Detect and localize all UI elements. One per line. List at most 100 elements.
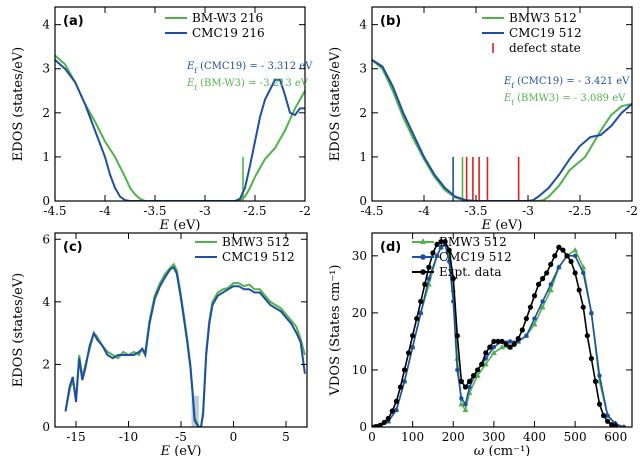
series-line xyxy=(372,59,632,201)
plot-frame xyxy=(54,6,306,202)
x-tick-label: 0 xyxy=(368,430,376,444)
x-tick-label: -4.5 xyxy=(43,204,66,218)
x-tick-label: -5 xyxy=(175,430,187,444)
y-tick-label: 2 xyxy=(359,106,367,120)
data-point xyxy=(548,261,554,267)
fermi-annotation: Ef (BMW3) = - 3.089 eV xyxy=(503,93,626,107)
x-tick-label: 100 xyxy=(401,430,424,444)
data-point xyxy=(572,253,578,259)
panel-a: -4.5 -4 -3.5 -3 -2.5 -2 0 1 2 3 4 E (eV) EDOS (state… xyxy=(11,6,313,233)
data-point xyxy=(605,413,610,418)
data-point xyxy=(490,349,497,356)
legend-label: defect state xyxy=(509,41,581,55)
data-point xyxy=(405,350,412,356)
y-tick-label: 10 xyxy=(352,363,367,377)
legend-marker xyxy=(420,254,426,260)
data-point xyxy=(564,253,570,259)
x-tick-label: -3 xyxy=(199,204,211,218)
y-tick-label: 4 xyxy=(42,18,50,32)
x-tick-label: 0 xyxy=(230,430,238,444)
data-point xyxy=(609,422,615,427)
data-point xyxy=(552,253,558,259)
y-tick-label: 4 xyxy=(42,295,50,309)
series-line xyxy=(64,266,306,427)
y-tick-label: 2 xyxy=(42,357,50,371)
data-point xyxy=(389,408,395,414)
data-point xyxy=(463,401,468,407)
legend-label: BMW3 512 xyxy=(509,11,577,25)
data-point xyxy=(515,335,521,342)
data-point xyxy=(491,338,497,345)
data-point xyxy=(495,338,501,345)
data-point xyxy=(418,310,423,316)
data-point xyxy=(418,298,424,305)
data-point xyxy=(581,270,586,276)
data-point xyxy=(499,338,505,345)
x-tick-label: -3.5 xyxy=(143,204,166,218)
data-point xyxy=(467,384,472,390)
y-tick-label: 2 xyxy=(42,106,50,120)
series-line xyxy=(372,59,632,201)
x-axis-label: E (eV) xyxy=(481,218,523,233)
x-tick-label: -3 xyxy=(522,204,534,218)
data-point xyxy=(539,304,546,310)
data-point xyxy=(462,406,469,413)
legend-label: CMC19 512 xyxy=(509,26,582,40)
y-tick-label: 0 xyxy=(42,420,50,434)
data-point xyxy=(584,333,590,339)
data-point xyxy=(479,361,485,367)
data-point xyxy=(450,276,456,282)
legend-marker xyxy=(420,238,426,244)
data-point xyxy=(438,245,444,250)
data-point xyxy=(414,315,420,322)
data-point xyxy=(462,384,469,390)
x-tick-label: -2 xyxy=(626,204,638,218)
data-point xyxy=(470,373,477,379)
data-point xyxy=(556,265,562,270)
x-tick-label: -2 xyxy=(299,204,311,218)
data-point xyxy=(535,281,542,287)
data-point xyxy=(531,321,538,327)
data-point xyxy=(596,401,603,407)
data-point xyxy=(556,244,562,250)
data-point xyxy=(474,372,481,378)
data-point xyxy=(454,333,460,339)
x-tick-label: -15 xyxy=(66,430,85,444)
x-tick-label: -4.5 xyxy=(360,204,383,218)
legend-label: CMC19 512 xyxy=(222,250,295,264)
y-tick-label: 6 xyxy=(42,232,50,246)
panel-label: (c) xyxy=(63,240,83,255)
y-tick-label: 4 xyxy=(359,18,367,32)
data-point xyxy=(458,378,464,384)
data-point xyxy=(442,238,448,245)
data-point xyxy=(527,304,534,310)
legend-label: BM-W3 216 xyxy=(192,11,263,25)
data-point xyxy=(438,238,444,245)
data-point xyxy=(540,276,546,282)
y-axis-label: EDOS (states/eV) xyxy=(328,47,343,161)
y-tick-label: 1 xyxy=(359,150,367,164)
data-point xyxy=(426,264,432,270)
data-point xyxy=(430,250,436,256)
data-point xyxy=(402,379,407,384)
data-point xyxy=(394,407,399,413)
series-line xyxy=(55,54,305,201)
y-tick-label: 20 xyxy=(352,306,367,320)
legend-label: CMC19 216 xyxy=(192,26,265,40)
data-point xyxy=(393,398,399,404)
data-point xyxy=(499,344,505,350)
data-point xyxy=(446,247,452,253)
x-axis-label: E (eV) xyxy=(160,444,202,456)
data-point xyxy=(422,281,428,287)
data-point xyxy=(475,367,481,373)
panel-c: -15 -10 -5 0 5 0 2 4 6 E (eV) EDOS (states/eV) (c) B… xyxy=(11,232,308,456)
data-point xyxy=(597,373,602,378)
data-point xyxy=(455,367,460,373)
data-point xyxy=(548,282,553,287)
data-point xyxy=(503,341,509,347)
x-tick-label: 400 xyxy=(523,430,546,444)
y-axis-label: VDOS (States cm⁻¹) xyxy=(328,265,343,397)
x-tick-label: -3.5 xyxy=(464,204,487,218)
series-line xyxy=(55,59,305,201)
data-point xyxy=(483,350,489,356)
